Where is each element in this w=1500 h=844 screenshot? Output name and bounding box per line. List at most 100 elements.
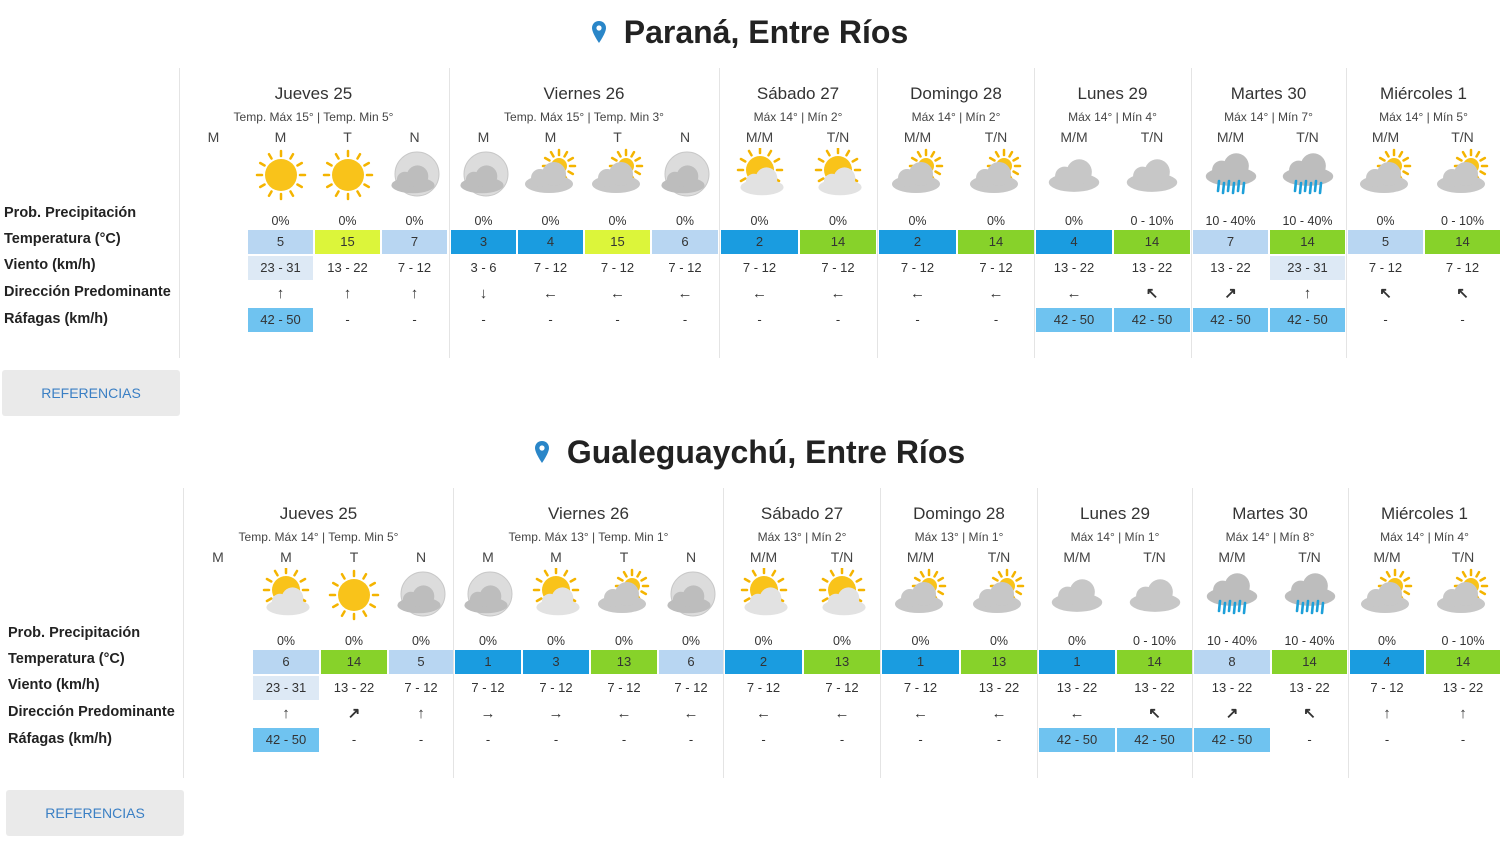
- gust-cell: -: [1307, 732, 1312, 747]
- sun-cloud-icon: [256, 566, 316, 622]
- gust-cell: 42 - 50: [1039, 728, 1115, 752]
- period-column: T/N 0 - 10% 14 13 - 22 ↖ 42 - 50: [1116, 488, 1193, 778]
- location-pin-icon: [534, 441, 549, 463]
- sun-icon: [318, 148, 378, 202]
- wind-direction-arrow-icon: →: [480, 705, 496, 722]
- temperature-cell: 4: [1036, 230, 1112, 254]
- day-temp-range: Máx 14° | Mín 8°: [1225, 530, 1315, 544]
- cloud-sun-icon: [1357, 568, 1417, 622]
- temperature-cell: 5: [1348, 230, 1423, 254]
- wind-cell: 3 - 6: [470, 260, 497, 275]
- period-label: M: [477, 129, 490, 145]
- day-name: Miércoles 1: [1380, 84, 1467, 103]
- period-column: M: [180, 68, 247, 358]
- precip-prob: 0%: [478, 634, 498, 648]
- gust-cell: -: [412, 312, 417, 327]
- temperature-cell: 14: [1270, 230, 1345, 254]
- period-column: M/M 0% 2 7 - 12 ← -: [878, 68, 957, 358]
- wind-direction-arrow-icon: ↗: [1225, 705, 1239, 722]
- wind-cell: 7 - 12: [668, 260, 702, 275]
- period-column: T/N 0% 14 7 - 12 ← -: [799, 68, 877, 358]
- row-label-temp: Temperatura (°C): [4, 231, 121, 247]
- gust-cell: -: [839, 732, 845, 747]
- day-name: Lunes 29: [1077, 84, 1148, 103]
- precip-prob: 0%: [405, 214, 424, 228]
- period-label: N: [415, 549, 427, 565]
- day-name: Viernes 26: [543, 84, 625, 103]
- wind-cell: 7 - 12: [397, 260, 432, 275]
- forecast-section: Paraná, Entre Ríos Prob. Precipitación Tem…: [0, 10, 1500, 416]
- temperature-cell: 14: [958, 230, 1034, 254]
- temperature-cell: 4: [1350, 650, 1424, 674]
- day-temp-range: Máx 14° | Mín 2°: [911, 110, 1001, 124]
- wind-cell: 7 - 12: [471, 680, 505, 695]
- wind-cell: 7 - 12: [539, 680, 573, 695]
- references-button[interactable]: REFERENCIAS: [2, 370, 180, 416]
- precip-prob: 0%: [344, 634, 364, 648]
- rain-icon: [1278, 148, 1338, 202]
- period-column: T 0% 14 13 - 22 ↗ -: [320, 488, 388, 778]
- location-title: Gualeguaychú, Entre Ríos: [0, 430, 1500, 474]
- precip-prob: 10 - 40%: [1282, 214, 1333, 228]
- wind-cell: [181, 256, 246, 280]
- cloud-sun-icon: [588, 148, 648, 202]
- day-temp-range: Temp. Máx 13° | Temp. Min 1°: [508, 530, 669, 544]
- gust-cell: -: [918, 732, 923, 747]
- temperature-cell: 6: [253, 650, 319, 674]
- gust-cell: -: [761, 732, 766, 747]
- precip-prob: 0%: [989, 634, 1009, 648]
- temperature-cell: 4: [518, 230, 583, 254]
- period-label: M/M: [745, 129, 774, 145]
- gust-cell: -: [915, 312, 920, 327]
- wind-direction-arrow-icon: ←: [1066, 285, 1082, 302]
- period-label: T/N: [830, 549, 854, 565]
- period-label: M/M: [749, 549, 778, 565]
- wind-direction-arrow-icon: ←: [913, 705, 928, 722]
- period-label: T/N: [1296, 129, 1319, 145]
- gust-cell: 42 - 50: [1114, 308, 1190, 332]
- precip-prob: 0%: [754, 634, 773, 648]
- period-column: T/N 0 - 10% 14 13 - 22 ↑ -: [1425, 488, 1500, 778]
- wind-direction-arrow-icon: ←: [1069, 705, 1085, 722]
- gust-cell: -: [345, 312, 350, 327]
- wind-cell: 7 - 12: [742, 260, 777, 275]
- precip-prob: 0%: [750, 214, 769, 228]
- temperature-cell: 13: [804, 650, 880, 674]
- gust-cell: -: [688, 732, 694, 747]
- day-name: Miércoles 1: [1381, 504, 1468, 523]
- day-column: Sábado 27 Máx 14° | Mín 2° M/M 0% 2 7 - 12 ← - T…: [719, 68, 876, 358]
- period-label: N: [409, 129, 420, 145]
- row-label-prob: Prob. Precipitación: [8, 625, 141, 641]
- period-column: T 0% 15 7 - 12 ← -: [584, 68, 651, 358]
- sun-icon: [324, 568, 384, 622]
- row-label-direction: Dirección Predominante: [8, 704, 175, 720]
- day-temp-range: Máx 14° | Mín 1°: [1070, 530, 1160, 544]
- moon-cloud-icon: [454, 148, 514, 202]
- wind-direction-arrow-icon: ↗: [347, 705, 361, 722]
- day-name: Domingo 28: [913, 504, 1005, 523]
- moon-cloud-icon: [391, 568, 451, 622]
- gust-cell: -: [615, 312, 620, 327]
- wind-direction-arrow-icon: ↖: [1148, 705, 1161, 722]
- period-label: M/M: [1371, 129, 1400, 145]
- cloud-icon: [1125, 568, 1185, 622]
- period-label: M: [274, 129, 287, 145]
- forecast-section: Gualeguaychú, Entre Ríos Prob. Precipitac…: [0, 430, 1500, 836]
- gust-cell: -: [351, 732, 357, 747]
- precip-prob: 0%: [828, 214, 848, 228]
- references-button[interactable]: REFERENCIAS: [6, 790, 184, 836]
- temperature-cell: [181, 230, 246, 254]
- wind-direction-arrow-icon: ←: [991, 705, 1007, 722]
- gust-cell: [185, 728, 251, 752]
- wind-cell: 7 - 12: [533, 260, 568, 275]
- location-name: Gualeguaychú, Entre Ríos: [566, 433, 966, 470]
- precip-prob: 0%: [681, 634, 701, 648]
- period-column: M/M 0% 4 13 - 22 ← 42 - 50: [1035, 68, 1113, 358]
- wind-cell: 7 - 12: [746, 680, 781, 695]
- precip-prob: 0%: [608, 214, 627, 228]
- wind-direction-arrow-icon: ←: [910, 285, 925, 302]
- precip-prob: 0%: [1067, 634, 1087, 648]
- day-temp-range: Máx 14° | Mín 5°: [1379, 110, 1468, 124]
- day-temp-range: Temp. Máx 15° | Temp. Min 3°: [504, 110, 664, 124]
- period-column: T/N 0 - 10% 14 7 - 12 ↖ -: [1424, 68, 1500, 358]
